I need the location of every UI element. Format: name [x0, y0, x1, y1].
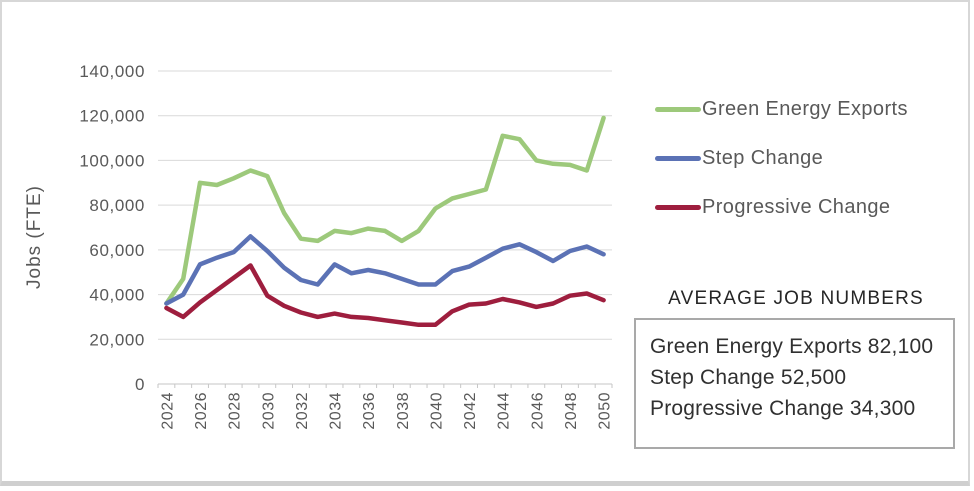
x-axis-tick-label: 2046 [529, 392, 546, 430]
legend-swatch-progressive-change [655, 205, 701, 210]
series-line-progressive-change [164, 263, 606, 328]
averages-heading: AVERAGE JOB NUMBERS [668, 288, 924, 309]
y-axis-tick-label: 100,000 [79, 151, 145, 170]
average-line-step-change: Step Change 52,500 [650, 366, 847, 389]
x-axis-tick-label: 2034 [328, 392, 345, 430]
x-axis-tick-label: 2030 [260, 392, 277, 430]
x-axis-tick-label: 2024 [159, 392, 176, 430]
y-axis-tick-label: 60,000 [89, 241, 145, 260]
legend-item-green-energy-exports: Green Energy Exports [655, 98, 908, 121]
legend-item-progressive-change: Progressive Change [655, 196, 908, 219]
legend-label: Progressive Change [702, 196, 891, 218]
y-axis-tick-label: 120,000 [79, 107, 145, 126]
legend-swatch-green-energy-exports [655, 107, 701, 112]
legend-label: Green Energy Exports [702, 98, 908, 120]
jobs-line-chart: 0 20,000 40,000 60,000 80,000 100,000 120,000 1… [24, 62, 614, 430]
y-axis-tick-label: 140,000 [79, 62, 145, 81]
average-line-green-energy-exports: Green Energy Exports 82,100 [650, 335, 934, 358]
series-line-step-change [164, 234, 606, 306]
x-axis-tick-label: 2028 [227, 392, 244, 430]
y-axis-tick-label: 40,000 [89, 286, 145, 305]
x-axis-tick-label: 2032 [294, 392, 311, 430]
x-axis-tick-label: 2040 [428, 392, 445, 430]
average-line-progressive-change: Progressive Change 34,300 [650, 397, 916, 420]
y-axis-tick-label: 0 [135, 375, 145, 394]
x-axis-tick-label: 2036 [361, 392, 378, 430]
y-axis-tick-label: 20,000 [89, 330, 145, 349]
legend-item-step-change: Step Change [655, 147, 908, 170]
y-axis-title: Jobs (FTE) [24, 185, 45, 289]
x-axis-tick-label: 2026 [193, 392, 210, 430]
x-axis-tick-label: 2048 [563, 392, 580, 430]
y-axis-tick-label: 80,000 [89, 196, 145, 215]
x-axis-tick-label: 2038 [395, 392, 412, 430]
x-axis-tick-label: 2042 [462, 392, 479, 430]
series-line-green-energy-exports [164, 115, 606, 306]
x-axis-tick-label: 2044 [496, 392, 513, 430]
x-axis-tick-label: 2050 [597, 392, 614, 430]
legend-label: Step Change [702, 147, 824, 169]
averages-box: Green Energy Exports 82,100 Step Change 5… [634, 318, 955, 449]
legend-swatch-step-change [655, 156, 701, 161]
chart-legend: Green Energy Exports Step Change Progressi… [655, 98, 908, 219]
